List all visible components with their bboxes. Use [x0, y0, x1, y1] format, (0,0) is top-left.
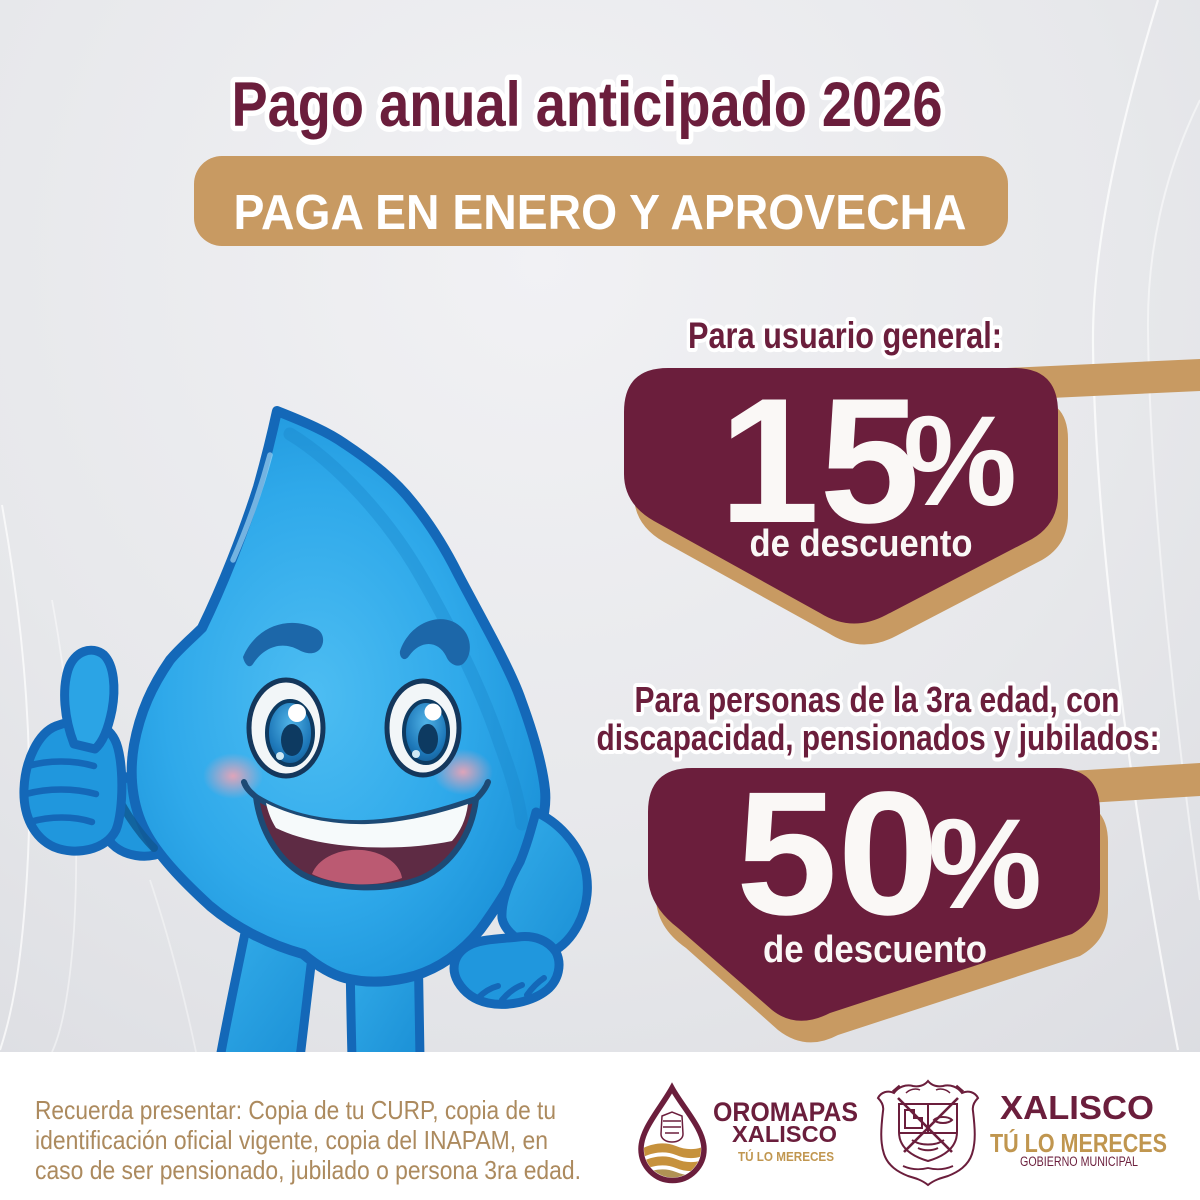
svg-text:identificación oficial vigente: identificación oficial vigente, copia de…	[35, 1125, 548, 1155]
svg-text:50: 50	[736, 756, 939, 952]
svg-text:%: %	[928, 793, 1042, 936]
svg-text:Pago anual anticipado 2026: Pago anual anticipado 2026	[232, 70, 943, 140]
svg-text:%: %	[903, 390, 1017, 533]
svg-text:de descuento: de descuento	[750, 523, 973, 565]
svg-text:TÚ LO MERECES: TÚ LO MERECES	[738, 1149, 834, 1164]
svg-text:Recuerda presentar: Copia de t: Recuerda presentar: Copia de tu CURP, co…	[35, 1095, 556, 1125]
svg-text:Para usuario general:: Para usuario general:	[688, 315, 1002, 356]
svg-text:GOBIERNO MUNICIPAL: GOBIERNO MUNICIPAL	[1020, 1154, 1138, 1169]
svg-text:TÚ LO MERECES: TÚ LO MERECES	[990, 1128, 1167, 1158]
svg-text:XALISCO: XALISCO	[1000, 1089, 1154, 1126]
svg-text:discapacidad, pensionados y ju: discapacidad, pensionados y jubilados:	[597, 717, 1160, 758]
svg-text:PAGA EN ENERO Y APROVECHA: PAGA EN ENERO Y APROVECHA	[234, 186, 967, 240]
svg-text:XALISCO: XALISCO	[732, 1121, 837, 1147]
svg-text:Para personas de la 3ra edad,: Para personas de la 3ra edad, con	[635, 679, 1120, 720]
svg-text:15: 15	[719, 361, 920, 560]
svg-text:OROMAPAS: OROMAPAS	[713, 1097, 858, 1127]
svg-text:caso de ser pensionado, jubila: caso de ser pensionado, jubilado o perso…	[35, 1155, 581, 1185]
svg-text:de descuento: de descuento	[763, 929, 987, 971]
